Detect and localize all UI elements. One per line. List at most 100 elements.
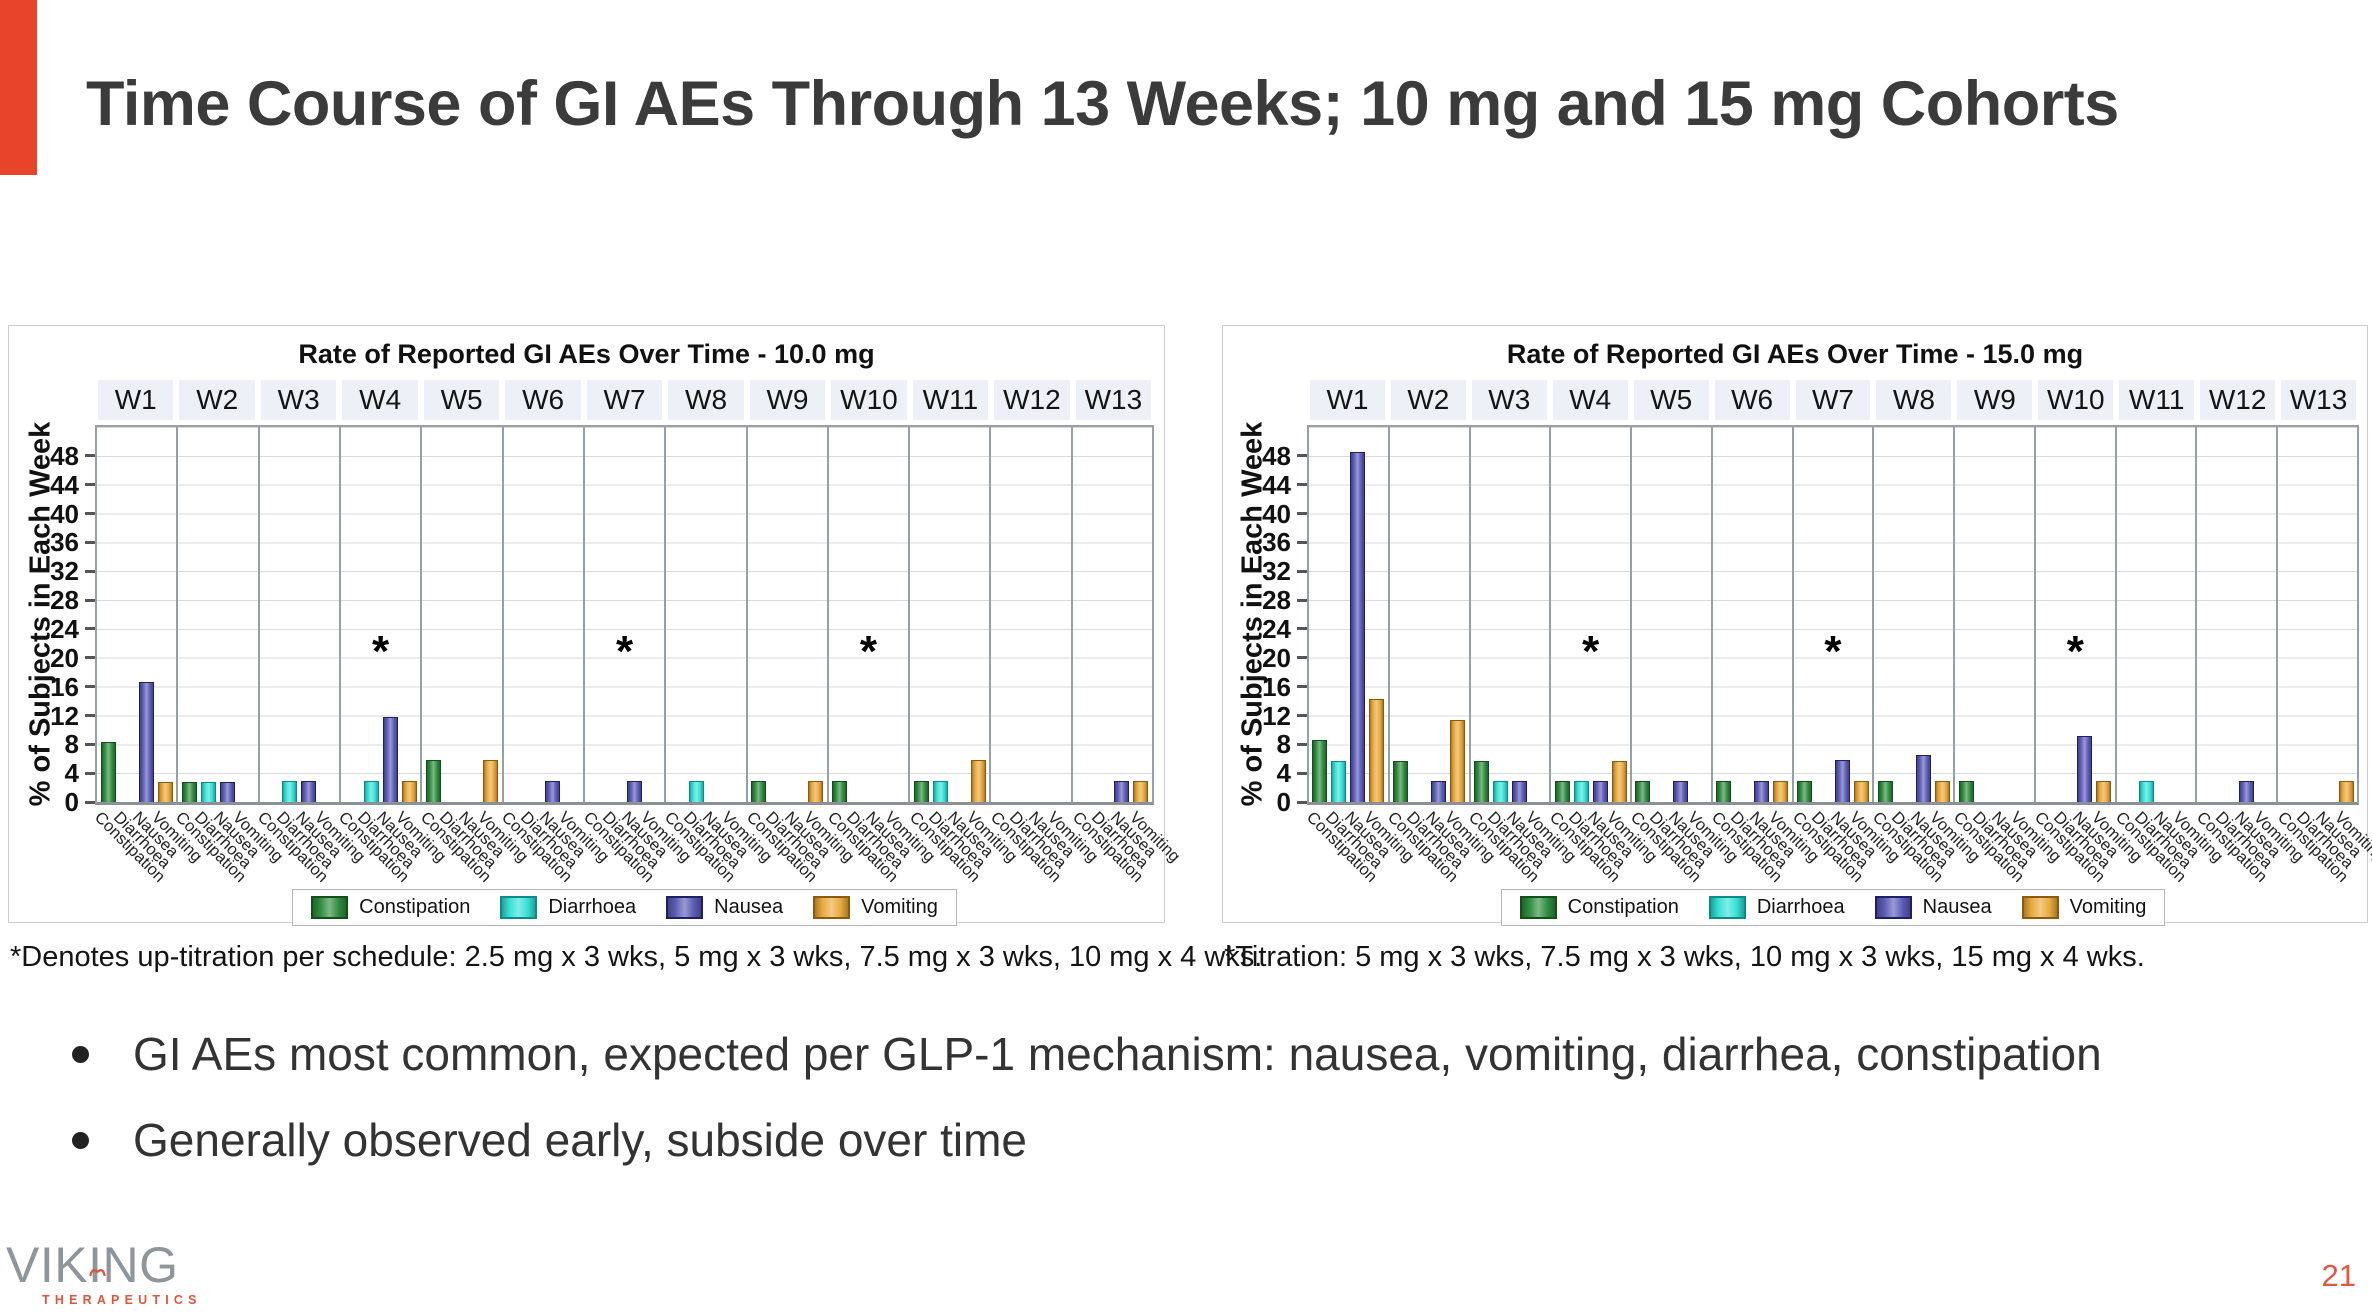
week-header-w3: W3: [258, 380, 339, 420]
legend-label: Constipation: [359, 896, 471, 918]
chart-plot-15mg: W1 W2 W3 W4 W5 W6 W7 W8 W9 W10 W11 W12 W13 * * * 0 4 8 12 16…: [1237, 380, 2372, 926]
y-axis-title: % of Subjects in Each Week: [1236, 421, 1269, 807]
legend-swatch-diarrhoea: [500, 896, 538, 919]
x-label-group-w7: Constipation Diarrhoea Nausea Vomiting: [1789, 805, 1903, 887]
x-label-group-w11: Constipation Diarrhoea Nausea Vomiting: [906, 805, 1020, 887]
legend-swatch-nausea: [666, 896, 704, 919]
bar-w1-constipation: [100, 742, 116, 802]
y-tick-label: 36: [1262, 527, 1291, 558]
viking-horns-icon: [88, 1235, 107, 1285]
legend-swatch-constipation: [311, 896, 349, 919]
week-header-w8: W8: [665, 380, 746, 420]
bar-w1-diarrhoea: [1331, 760, 1347, 802]
bar-w7-vomiting: [1853, 781, 1869, 802]
y-tick-mark: [1297, 800, 1307, 804]
week-header-w12: W12: [2197, 380, 2278, 420]
bar-w4-diarrhoea: [363, 781, 379, 802]
y-tick-label: 8: [1276, 729, 1291, 760]
logo-subtitle: THERAPEUTICS: [42, 1293, 202, 1307]
legend-swatch-vomiting: [2021, 896, 2059, 919]
y-tick-label: 20: [50, 642, 79, 673]
y-tick-label: 32: [1262, 556, 1291, 587]
bar-w3-nausea: [301, 781, 317, 802]
legend-item-constipation: Constipation: [311, 896, 470, 919]
bar-w8-vomiting: [1934, 781, 1950, 802]
week-panel-w1: [1309, 427, 1388, 802]
week-panel-w6: [1710, 427, 1792, 802]
y-tick-mark: [1297, 656, 1307, 660]
y-tick-label: 16: [50, 671, 79, 702]
bar-w4-nausea: [382, 716, 398, 802]
x-label-group-w6: Constipation Diarrhoea Nausea Vomiting: [498, 805, 612, 887]
x-label-group-w3: Constipation Diarrhoea Nausea Vomiting: [1465, 805, 1579, 887]
bar-w2-diarrhoea: [200, 781, 216, 802]
bar-w11-diarrhoea: [2139, 781, 2155, 802]
legend-item-diarrhoea: Diarrhoea: [500, 896, 636, 919]
week-panel-w4: *: [338, 427, 421, 802]
week-header-w6: W6: [1712, 380, 1793, 420]
logo-wordmark-text: VIKING: [6, 1237, 179, 1293]
y-tick-label: 0: [1276, 787, 1291, 817]
week-header-w3: W3: [1469, 380, 1550, 420]
y-tick-label: 24: [1262, 613, 1291, 644]
y-tick-label: 28: [50, 585, 79, 616]
y-tick-mark: [85, 512, 95, 515]
week-panel-w1: [97, 427, 177, 802]
bar-w6-constipation: [1716, 781, 1732, 802]
bar-w11-vomiting: [970, 759, 986, 802]
y-tick-mark: [1297, 714, 1307, 717]
y-tick-label: 12: [50, 700, 79, 731]
bar-w6-nausea: [1754, 781, 1770, 802]
bar-w5-vomiting: [482, 759, 498, 802]
x-axis-labels: Constipation Diarrhoea Nausea Vomiting Const…: [1303, 805, 2372, 887]
bar-w1-constipation: [1312, 740, 1328, 802]
viking-therapeutics-logo: VIKING THERAPEUTICS: [6, 1240, 202, 1307]
y-tick-label: 48: [50, 440, 79, 471]
week-header-w12: W12: [991, 380, 1072, 420]
y-tick-mark: [85, 627, 95, 631]
y-tick-label: 8: [64, 729, 79, 760]
legend-swatch-constipation: [1519, 896, 1557, 919]
legend-label: Diarrhoea: [548, 896, 637, 918]
y-tick-mark: [85, 656, 95, 660]
bullet-text: GI AEs most common, expected per GLP-1 m…: [133, 1028, 2102, 1080]
week-header-w1: W1: [1307, 380, 1388, 420]
x-axis-labels: Constipation Diarrhoea Nausea Vomiting Const…: [91, 805, 1183, 887]
week-panel-w12: [2195, 427, 2277, 802]
y-tick-label: 44: [50, 469, 79, 500]
bar-w3-diarrhoea: [282, 781, 298, 802]
bar-w2-nausea: [219, 781, 235, 802]
chart-card-15mg: Rate of Reported GI AEs Over Time - 15.0…: [1222, 325, 2372, 926]
legend-item-constipation: Constipation: [1519, 896, 1679, 919]
bar-w4-nausea: [1592, 781, 1608, 802]
legend-label: Nausea: [714, 896, 784, 918]
bar-w4-vomiting: [401, 781, 417, 802]
y-tick-mark: [85, 685, 95, 689]
legend-swatch-vomiting: [813, 896, 851, 919]
y-tick-mark: [1297, 627, 1307, 631]
x-label-group-w12: Constipation Diarrhoea Nausea Vomiting: [2193, 805, 2307, 887]
y-axis-title: % of Subjects in Each Week: [24, 421, 57, 807]
bar-w6-vomiting: [1773, 781, 1789, 802]
y-tick-mark: [1297, 771, 1307, 775]
x-label-group-w9: Constipation Diarrhoea Nausea Vomiting: [743, 805, 857, 887]
footnote-15mg: *Titration: 5 mg x 3 wks, 7.5 mg x 3 wks…: [1224, 941, 2145, 973]
bar-w12-nausea: [2238, 781, 2254, 802]
x-label-group-w10: Constipation Diarrhoea Nausea Vomiting: [2031, 805, 2145, 887]
bar-w1-vomiting: [157, 781, 173, 802]
legend-item-vomiting: Vomiting: [2021, 896, 2146, 919]
bullet-item: Generally observed early, subside over t…: [72, 1112, 2302, 1170]
legend-label: Constipation: [1567, 896, 1679, 918]
bar-w10-vomiting: [2096, 781, 2112, 802]
week-panel-w6: [501, 427, 583, 802]
logo-wordmark: VIKING: [6, 1240, 178, 1290]
bar-w11-constipation: [913, 781, 929, 802]
week-panel-w3: [257, 427, 339, 802]
week-header-w2: W2: [1388, 380, 1469, 420]
week-panel-w12: [989, 427, 1071, 802]
y-tick-mark: [1297, 454, 1307, 458]
titration-asterisk-w4: *: [372, 627, 390, 676]
bar-w8-diarrhoea: [688, 781, 704, 802]
y-tick-label: 12: [1262, 700, 1291, 731]
chart-title-15mg: Rate of Reported GI AEs Over Time - 15.0…: [1506, 339, 2084, 369]
